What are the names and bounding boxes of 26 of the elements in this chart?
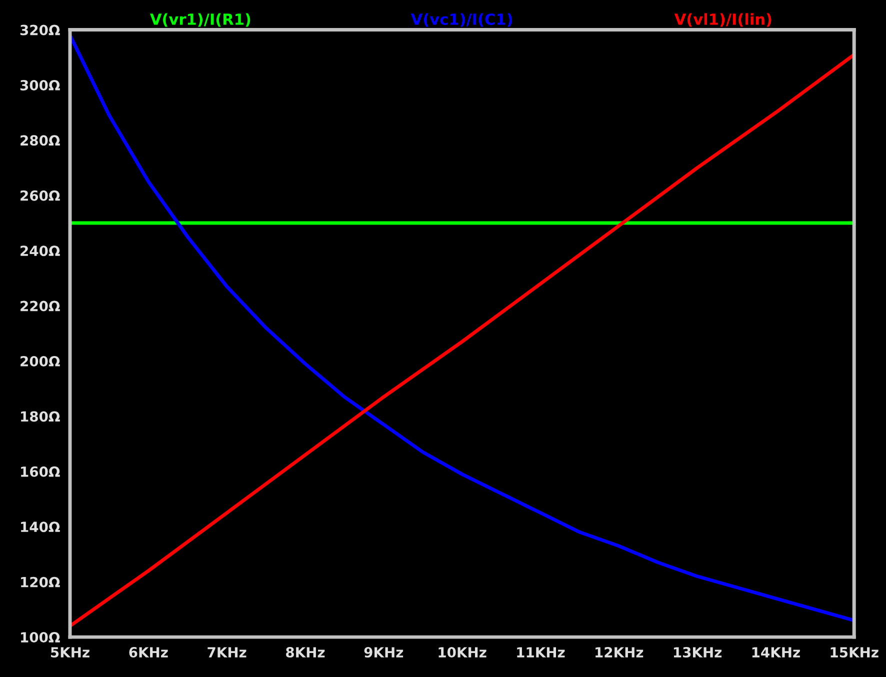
y-tick-label: 100Ω (21, 632, 60, 643)
x-tick-label: 5KHz (51, 647, 90, 658)
x-tick-label: 8KHz (286, 647, 325, 658)
x-tick-label: 11KHz (517, 647, 565, 658)
y-tick-label: 260Ω (20, 190, 60, 201)
x-tick-label: 12KHz (596, 647, 644, 658)
text: V(vl1)/I(lin) (674, 13, 772, 27)
text: V(vr1)/I(R1) (150, 13, 250, 27)
y-tick-label: 300Ω (20, 80, 60, 90)
x-tick-label: 13KHz (674, 647, 722, 658)
x-tick-label: 9KHz (364, 647, 404, 658)
y-tick-label: 220Ω (20, 300, 60, 312)
y-tick-label: 200Ω (20, 356, 60, 366)
y-tick-label: 160Ω (21, 466, 60, 477)
y-tick-label: 120Ω (21, 576, 60, 588)
x-tick-label: 7KHz (208, 647, 246, 658)
y-tick-label: 320Ω (20, 24, 60, 36)
y-tick-label: 240Ω (20, 246, 60, 256)
y-tick-label: 140Ω (21, 522, 60, 532)
x-tick-label: 14KHz (752, 647, 800, 658)
x-tick-label: 10KHz (438, 647, 486, 658)
text: V(vc1)/I(C1) (410, 13, 512, 27)
y-tick-label: 180Ω (21, 411, 60, 422)
y-tick-label: 280Ω (20, 135, 60, 146)
x-tick-label: 15KHz (830, 647, 878, 658)
x-tick-label: 6KHz (129, 647, 168, 658)
